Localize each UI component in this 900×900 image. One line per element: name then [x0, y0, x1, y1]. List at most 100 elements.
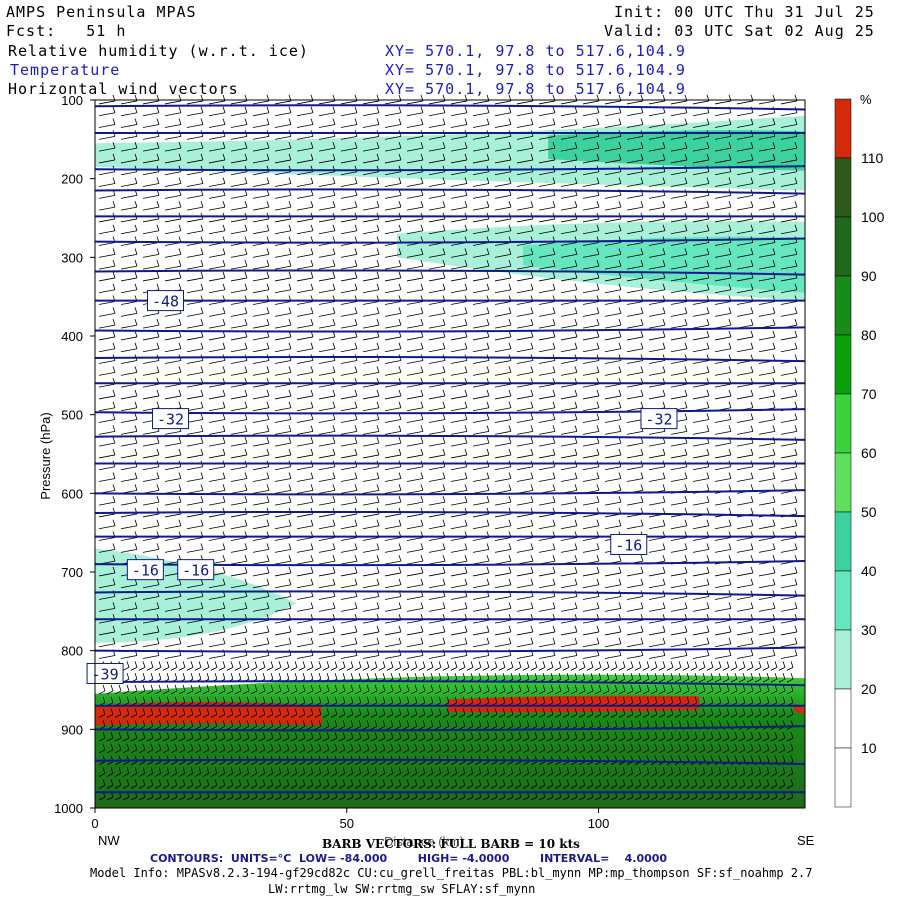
- wind-barb-flag: [134, 330, 138, 338]
- wind-barb-flag: [558, 779, 562, 786]
- wind-barb: [210, 773, 218, 777]
- wind-barb: [692, 454, 710, 459]
- wind-barb-flag: [530, 248, 534, 255]
- wind-barb-flag: [398, 283, 402, 290]
- wind-barb: [340, 537, 358, 541]
- wind-barb-flag: [134, 720, 138, 727]
- wind-barb: [378, 749, 386, 754]
- wind-barb: [758, 183, 776, 187]
- wind-barb-flag: [112, 625, 116, 633]
- wind-barb-flag: [342, 696, 346, 703]
- wind-barb-flag: [390, 684, 394, 692]
- wind-barb: [604, 454, 622, 459]
- wind-barb: [626, 277, 644, 282]
- wind-barb: [378, 737, 386, 742]
- wind-barb-flag: [678, 661, 682, 668]
- wind-barb-flag: [772, 389, 776, 397]
- wind-barb-flag: [618, 142, 622, 149]
- wind-barb: [538, 513, 556, 518]
- wind-barb: [472, 548, 490, 553]
- wind-barb: [626, 159, 644, 164]
- wind-barb-flag: [508, 106, 512, 113]
- wind-barb: [252, 230, 270, 235]
- wind-barb-flag: [618, 578, 622, 585]
- wind-barb-flag: [134, 767, 138, 774]
- wind-barb: [472, 289, 490, 294]
- wind-barb: [780, 619, 798, 624]
- wind-barb: [194, 773, 202, 777]
- wind-barb: [378, 784, 386, 789]
- wind-barb: [230, 360, 248, 364]
- wind-barb-flag: [454, 767, 458, 774]
- wind-barb: [208, 466, 226, 471]
- wind-barb: [250, 761, 258, 766]
- wind-barb: [472, 135, 490, 140]
- wind-barb-flag: [134, 743, 138, 751]
- wind-barb-flag: [596, 484, 600, 491]
- wind-barb: [738, 737, 746, 742]
- wind-barb-flag: [710, 767, 714, 774]
- wind-barb-flag: [606, 720, 610, 727]
- wind-barb: [736, 655, 754, 659]
- wind-barb: [362, 407, 380, 412]
- wind-barb: [538, 230, 556, 235]
- wind-barb: [582, 442, 600, 447]
- wind-barb: [582, 301, 600, 305]
- wind-barb: [762, 690, 770, 695]
- wind-barb: [714, 289, 732, 294]
- wind-barb: [506, 749, 514, 754]
- wind-barb: [658, 714, 666, 718]
- wind-barb-flag: [772, 354, 776, 361]
- wind-barb-flag: [310, 472, 314, 479]
- wind-barb-flag: [430, 767, 434, 774]
- wind-barb: [610, 714, 618, 718]
- wind-barb: [494, 277, 512, 282]
- wind-barb-flag: [214, 743, 218, 751]
- wind-barb-flag: [332, 519, 336, 526]
- wind-barb: [648, 135, 666, 140]
- wind-barb-flag: [310, 366, 314, 373]
- wind-barb: [506, 666, 514, 671]
- wind-barb-flag: [420, 496, 424, 503]
- wind-barb: [670, 230, 688, 235]
- wind-barb: [208, 206, 226, 211]
- wind-barb-flag: [772, 201, 776, 208]
- wind-barb: [426, 666, 434, 671]
- wind-barb: [282, 749, 290, 754]
- wind-barb: [648, 454, 666, 459]
- wind-barb: [230, 371, 248, 376]
- wind-barb: [120, 442, 138, 447]
- wind-barb-flag: [376, 496, 380, 503]
- wind-barb: [186, 478, 204, 482]
- wind-barb: [604, 631, 622, 636]
- wind-barb-flag: [750, 684, 754, 692]
- wind-barb: [164, 548, 182, 553]
- wind-barb: [746, 784, 754, 789]
- wind-barb-flag: [606, 732, 610, 739]
- wind-barb-flag: [598, 708, 602, 715]
- wind-barb-flag: [618, 448, 622, 456]
- wind-barb-flag: [640, 177, 644, 184]
- wind-barb: [98, 371, 116, 376]
- wind-barb-flag: [590, 720, 594, 727]
- wind-barb-flag: [706, 342, 710, 349]
- wind-barb-flag: [640, 484, 644, 491]
- wind-barb: [306, 690, 314, 695]
- wind-barb: [186, 218, 204, 223]
- wind-barb: [114, 749, 122, 754]
- wind-barb: [186, 454, 204, 459]
- wind-barb-flag: [288, 236, 292, 243]
- wind-barb: [296, 631, 314, 636]
- wind-barb: [604, 183, 622, 187]
- wind-barb: [516, 324, 534, 329]
- wind-barb: [230, 124, 248, 128]
- wind-barb-flag: [310, 602, 314, 609]
- wind-barb-flag: [262, 684, 266, 692]
- wind-barb: [450, 383, 468, 388]
- wind-barb: [472, 442, 490, 447]
- wind-barb: [538, 537, 556, 541]
- wind-barb: [208, 478, 226, 482]
- wind-barb-flag: [126, 732, 130, 739]
- wind-barb: [780, 643, 798, 648]
- wind-barb: [648, 194, 666, 199]
